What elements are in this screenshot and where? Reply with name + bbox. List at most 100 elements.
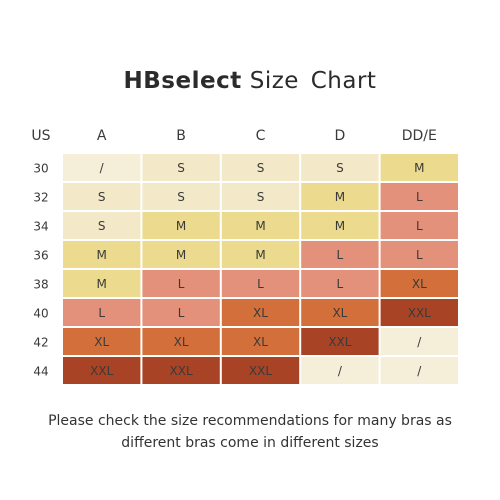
size-cell (63, 183, 141, 210)
size-cell-label: XXL (249, 364, 272, 378)
size-cell-label: XL (253, 335, 268, 349)
size-cell-label: S (257, 161, 265, 175)
band-label-34: 34 (33, 220, 48, 234)
size-cell (380, 270, 458, 297)
size-cell-label: XL (332, 306, 347, 320)
size-cell (380, 154, 458, 181)
size-cell (380, 241, 458, 268)
size-cell (301, 270, 379, 297)
size-cell (221, 270, 300, 297)
size-cell (301, 328, 379, 355)
column-header-dd-e: DD/E (402, 128, 437, 144)
size-cell (221, 241, 300, 268)
size-cell-label: L (416, 219, 423, 233)
size-cell (142, 212, 220, 239)
size-cell-label: L (337, 248, 344, 262)
size-cell (63, 212, 141, 239)
size-cell-label: XXL (328, 335, 351, 349)
size-cell (301, 212, 379, 239)
size-cell (380, 357, 458, 384)
size-cell (380, 183, 458, 210)
size-cell (221, 299, 300, 326)
size-cell (142, 270, 220, 297)
size-cell-label: XXL (90, 364, 113, 378)
size-cell-label: M (176, 248, 186, 262)
size-cell (63, 154, 141, 181)
size-cell-label: L (257, 277, 264, 291)
size-cell-label: / (417, 364, 422, 378)
note-line-1: Please check the size recommendations fo… (48, 413, 452, 429)
size-cell-label: M (414, 161, 424, 175)
size-cell (63, 270, 141, 297)
size-cell-label: M (97, 248, 107, 262)
size-cell (142, 299, 220, 326)
size-cell-label: M (255, 248, 265, 262)
size-cell (63, 299, 141, 326)
size-cell (142, 183, 220, 210)
column-header-c: C (256, 128, 266, 144)
size-cell-label: / (100, 161, 105, 175)
size-cell-label: S (98, 190, 106, 204)
band-label-32: 32 (33, 191, 48, 205)
size-cell-label: L (416, 190, 423, 204)
size-cell-label: S (257, 190, 265, 204)
size-cell-label: S (177, 161, 185, 175)
size-note: Please check the size recommendations fo… (0, 410, 500, 454)
size-cell-label: XL (253, 306, 268, 320)
size-cell (301, 357, 379, 384)
size-cell-label: M (335, 190, 345, 204)
size-cell-label: XXL (170, 364, 193, 378)
size-cell (63, 357, 141, 384)
size-cell-label: XXL (408, 306, 431, 320)
size-cell (221, 154, 300, 181)
size-cell (221, 357, 300, 384)
size-cell-label: L (178, 277, 185, 291)
size-cell (380, 328, 458, 355)
size-cell (301, 241, 379, 268)
size-cell-label: XL (94, 335, 109, 349)
size-cell-label: M (176, 219, 186, 233)
size-cell-label: M (255, 219, 265, 233)
size-cell-label: M (97, 277, 107, 291)
size-cell (380, 212, 458, 239)
column-header-b: B (176, 128, 186, 144)
note-line-2: different bras come in different sizes (121, 435, 379, 451)
size-cell-label: M (335, 219, 345, 233)
size-cell (142, 241, 220, 268)
column-header-a: A (97, 128, 107, 144)
size-cell (142, 357, 220, 384)
band-label-40: 40 (33, 307, 48, 321)
band-label-38: 38 (33, 278, 48, 292)
size-cell (221, 328, 300, 355)
size-cell (142, 154, 220, 181)
title-text: Size Chart (249, 68, 377, 94)
size-cell (301, 299, 379, 326)
size-cell-label: S (98, 219, 106, 233)
size-cell-label: L (416, 248, 423, 262)
size-cell (63, 328, 141, 355)
size-cell-label: XL (174, 335, 189, 349)
size-cell-label: L (98, 306, 105, 320)
band-label-42: 42 (33, 336, 48, 350)
size-cell (301, 154, 379, 181)
size-cell (221, 183, 300, 210)
size-cell-label: L (178, 306, 185, 320)
band-label-36: 36 (33, 249, 48, 263)
size-cell-label: / (338, 364, 343, 378)
size-cell (221, 212, 300, 239)
size-cell-label: / (417, 335, 422, 349)
size-cell (63, 241, 141, 268)
size-cell-label: S (336, 161, 344, 175)
size-cell (301, 183, 379, 210)
size-cell (142, 328, 220, 355)
band-label-30: 30 (33, 162, 48, 176)
corner-label: US (31, 128, 50, 144)
chart-title: HBselect Size Chart (0, 68, 500, 94)
size-cell-label: L (337, 277, 344, 291)
size-cell-label: S (177, 190, 185, 204)
band-label-44: 44 (33, 365, 48, 379)
brand-name: HBselect (123, 68, 242, 94)
size-cell-label: XL (412, 277, 427, 291)
size-cell (380, 299, 458, 326)
